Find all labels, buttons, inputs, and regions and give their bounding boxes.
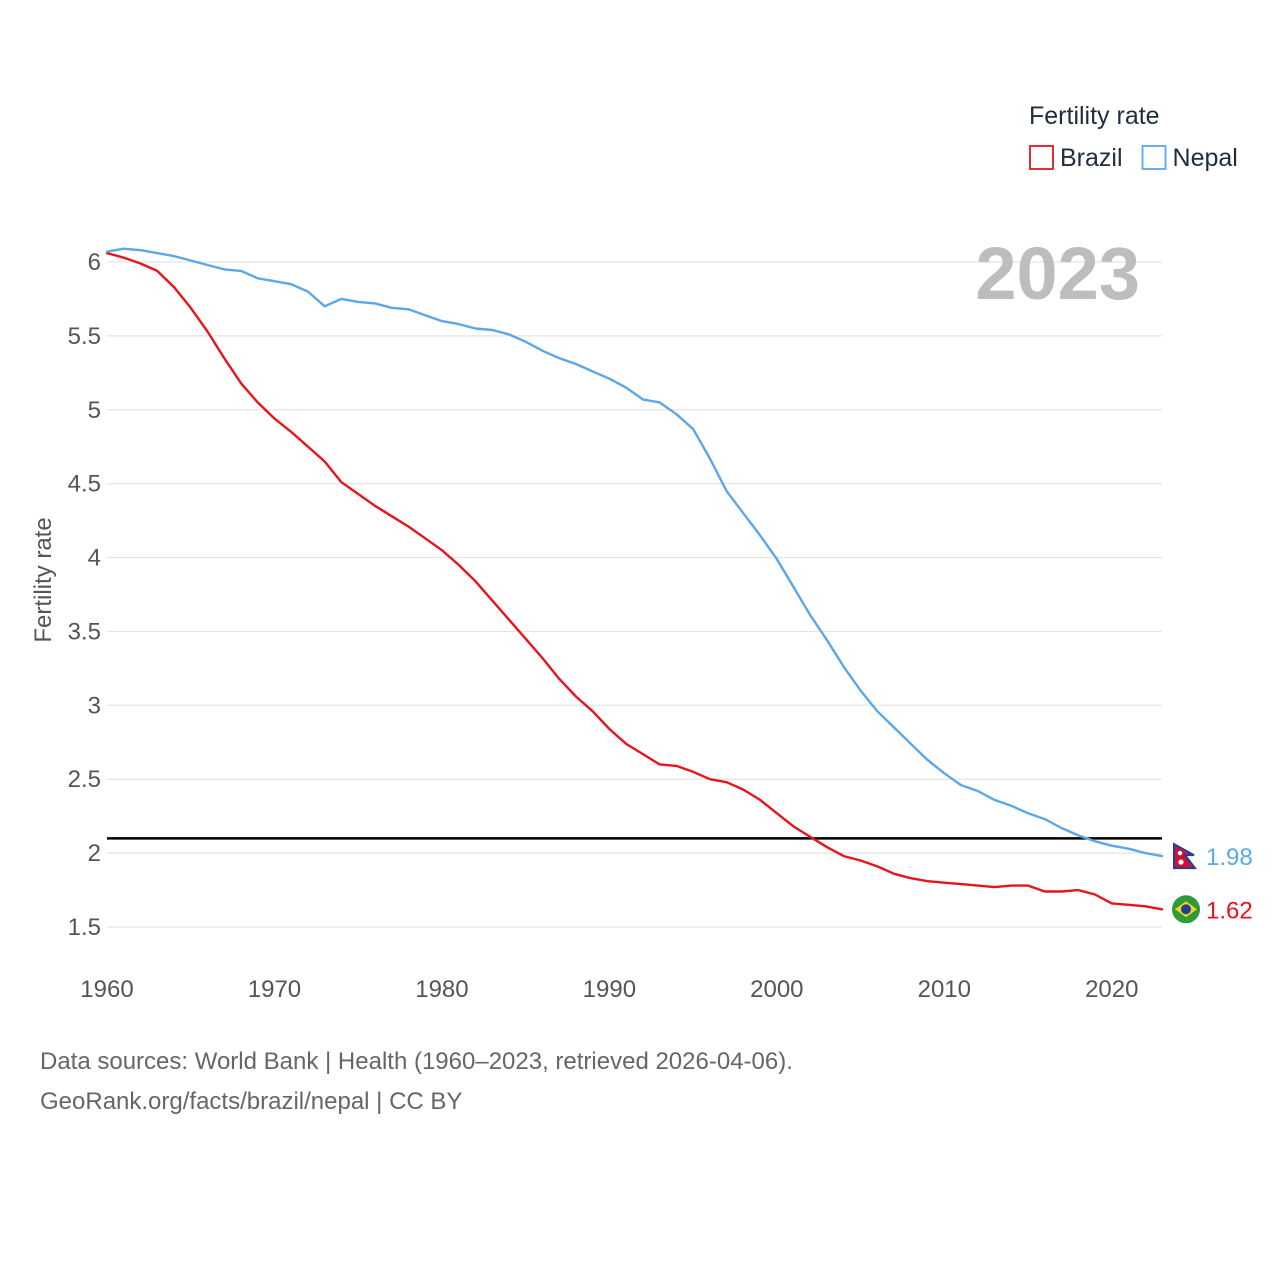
y-tick-label: 3.5: [68, 618, 101, 645]
y-tick-label: 1.5: [68, 914, 101, 941]
source-line-attribution[interactable]: GeoRank.org/facts/brazil/nepal | CC BY: [40, 1088, 463, 1115]
grid-lines: [107, 261, 1162, 928]
legend-label: Nepal: [1173, 144, 1238, 172]
legend-label: Brazil: [1060, 144, 1123, 172]
end-value-brazil: 1.62: [1206, 897, 1253, 924]
flag-nepal-icon: [1172, 842, 1200, 871]
x-tick-label: 2000: [750, 976, 803, 1003]
source-line-data: Data sources: World Bank | Health (1960–…: [40, 1048, 793, 1075]
y-tick-label: 4.5: [68, 471, 101, 498]
series-line-brazil[interactable]: [105, 251, 1164, 911]
x-tick-label: 2010: [918, 976, 971, 1003]
y-axis-ticks: 1.5 2 2.5 3 3.5 4 4.5 5 5.5 6: [68, 249, 101, 941]
series-line-nepal[interactable]: [105, 247, 1164, 858]
x-tick-label: 2020: [1085, 976, 1138, 1003]
y-tick-label: 2: [88, 840, 101, 867]
x-tick-label: 1970: [248, 976, 301, 1003]
y-tick-label: 4: [88, 545, 101, 572]
legend-item-nepal[interactable]: Nepal: [1141, 144, 1238, 172]
source-note: Data sources: World Bank | Health (1960–…: [40, 1042, 793, 1122]
legend-title: Fertility rate: [1029, 102, 1160, 130]
x-tick-label: 1980: [415, 976, 468, 1003]
y-tick-label: 3: [88, 692, 101, 719]
x-tick-label: 1990: [583, 976, 636, 1003]
end-value-nepal: 1.98: [1206, 844, 1253, 871]
legend-swatch: [1141, 145, 1167, 170]
y-axis-label: Fertility rate: [30, 517, 57, 642]
year-label: 2023: [975, 232, 1140, 315]
y-tick-label: 5: [88, 397, 101, 424]
y-tick-label: 2.5: [68, 766, 101, 793]
x-tick-label: 1960: [80, 976, 133, 1003]
legend[interactable]: Fertility rate Brazil Nepal: [1029, 102, 1238, 172]
y-tick-label: 6: [88, 249, 101, 276]
series-end-markers: 1.62 1.98: [1172, 842, 1253, 924]
flag-brazil-icon: [1172, 895, 1200, 924]
series-lines: [105, 247, 1164, 911]
legend-swatch: [1029, 145, 1054, 170]
x-axis-ticks: 1960 1970 1980 1990 2000 2010 2020: [80, 976, 1138, 1003]
legend-item-brazil[interactable]: Brazil: [1029, 144, 1123, 172]
chart-canvas: 1.5 2 2.5 3 3.5 4 4.5 5 5.5 6 1960 1970 1980 1990 200…: [30, 102, 1253, 1003]
y-tick-label: 5.5: [68, 323, 101, 350]
